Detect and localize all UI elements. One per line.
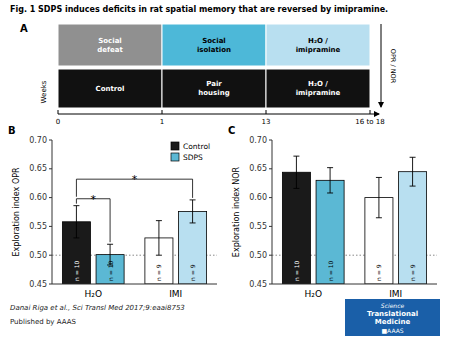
panel-a: ASocialdefeatSocialisolationH₂O /imipram… [20,23,397,126]
y-tick-label: 0.65 [249,164,267,173]
phase-box [266,24,370,66]
n-label: n = 9 [155,264,162,281]
n-label: n = 10 [293,261,300,281]
text-line: H₂O / [308,80,328,88]
n-label: n = 10 [73,261,80,281]
n-label: n = 9 [409,264,416,281]
n-label: n = 9 [375,264,382,281]
error-bar [73,206,79,238]
publisher: Published by AAAS [10,318,76,326]
error-bar [156,221,162,256]
text-line: isolation [197,46,231,54]
panel-c: C 0.45 0.50 0.55 0.60 0.65 0.70 Exploration ind… [228,125,437,299]
timeline-tick [58,110,59,114]
y-tick-label: 0.60 [249,193,267,202]
legend-swatch [171,142,179,150]
y-tick-label: 0.60 [29,193,47,202]
timeline [58,114,379,115]
y-tick-label: 0.45 [29,280,47,289]
phase-label: Control [96,85,125,93]
error-bar [376,177,382,217]
n-label: n = 10 [327,261,334,281]
x-axis [52,284,217,285]
y-axis-label: Exploration index OPR [12,167,21,257]
legend-label: SDPS [183,153,203,162]
logo-box [345,299,440,336]
text-line: H₂O / [308,37,328,45]
test-arrow [381,24,382,107]
legend: Control SDPS [171,142,210,162]
x-tick-label: IMI [389,289,402,299]
phase-box [58,69,162,108]
phase-box [162,24,266,66]
test-label: OPR / NOR [389,49,397,84]
error-bar [327,168,333,193]
phase-label: H₂O /imipramine [296,80,341,97]
panel-label: C [228,125,235,136]
logo-text: Medicine [375,318,411,326]
x-tick-label: H₂O [305,289,322,299]
text-line: defeat [97,46,123,54]
logo-text: Translational [367,310,418,318]
y-tick-label: 0.65 [29,164,47,173]
x-axis [272,284,437,285]
phase-label: H₂O /imipramine [296,37,341,54]
bar [399,172,427,284]
timeline-tick-label: 16 to 18 [355,118,384,126]
y-tick-label: 0.70 [29,136,47,145]
y-tick-label: 0.55 [249,222,267,231]
error-bar [410,157,416,186]
significance-label: * [91,193,97,206]
timeline-tick-label: 0 [56,118,60,126]
y-tick-label: 0.45 [249,280,267,289]
timeline-tick-label: 13 [262,118,271,126]
error-bar [293,156,299,188]
y-tick-label: 0.70 [249,136,267,145]
bar [316,180,344,284]
text-line: Social [202,37,226,45]
n-label: n = 9 [189,264,196,281]
marks [272,156,437,284]
x-tick-label: IMI [169,289,182,299]
significance-label: * [132,173,138,186]
timeline-tick [266,110,267,114]
timeline-tick [162,110,163,114]
panel-b: B 0.45 0.50 0.55 0.60 0.65 0.70 Exploration ind… [8,125,217,299]
y-tick-label: 0.50 [29,251,47,260]
figure-title: Fig. 1 SDPS induces deficits in rat spat… [10,5,388,14]
timeline-tick [370,110,371,114]
phase-label: Pairhousing [198,80,229,97]
n-label: n = 10 [107,261,114,281]
phase-label: Socialisolation [197,37,231,54]
text-line: imipramine [296,89,341,97]
y-axis [52,140,53,284]
x-tick-label: H₂O [85,289,102,299]
text-line: imipramine [296,46,341,54]
phase-label: Socialdefeat [97,37,123,54]
logo-text: ■AAAS [381,327,403,334]
text-line: Social [98,37,122,45]
y-tick-label: 0.55 [29,222,47,231]
marks [52,179,217,284]
phase-box [162,69,266,108]
y-axis [272,140,273,284]
text-line: housing [198,89,229,97]
phase-box [58,24,162,66]
panel-label: A [20,23,28,34]
y-axis-label: Exploration index NOR [232,166,241,257]
logo-text: Science [381,302,405,309]
error-bar [190,200,196,223]
y-tick-label: 0.50 [249,251,267,260]
bar [282,172,310,284]
phase-box [266,69,370,108]
text-line: Pair [206,80,222,88]
legend-swatch [171,153,179,161]
panel-label: B [8,125,16,136]
citation: Danai Riga et al., Sci Transl Med 2017;9… [10,304,185,312]
legend-label: Control [183,142,210,151]
timeline-tick-label: 1 [160,118,164,126]
figure: Fig. 1 SDPS induces deficits in rat spat… [0,0,450,338]
timeline-label: Weeks [40,80,48,103]
